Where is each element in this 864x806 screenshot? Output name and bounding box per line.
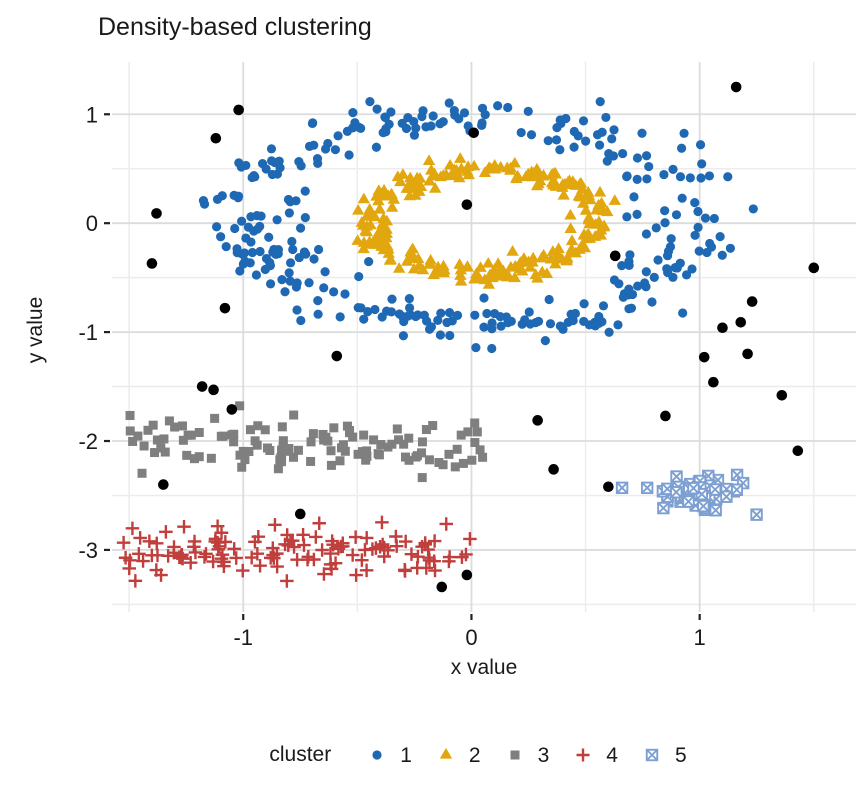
y-tick-label: -2 xyxy=(78,429,98,454)
scatter-plot: -1 0 1 1 0 -1 -2 -3 xyxy=(78,62,856,650)
legend-marker-plus-icon xyxy=(576,748,590,762)
y-tick-label: 1 xyxy=(86,102,98,127)
legend-item-label: 4 xyxy=(606,743,618,767)
legend-item-label: 2 xyxy=(468,743,481,767)
x-tick-label: 1 xyxy=(694,625,706,650)
axis-ticks xyxy=(104,113,701,620)
x-tick-label: -1 xyxy=(233,625,253,650)
legend-title: cluster xyxy=(269,743,332,766)
cluster-4-points xyxy=(116,515,477,588)
x-axis-title: x value xyxy=(450,656,518,679)
legend-item-1: 1 xyxy=(367,745,412,766)
legend-items: 1 2 3 4 5 xyxy=(355,745,698,766)
legend-item-5: 5 xyxy=(642,745,687,766)
legend-item-label: 3 xyxy=(537,743,550,767)
legend-marker-triangle-icon xyxy=(439,747,453,759)
legend-marker-square-icon xyxy=(510,750,520,760)
legend-marker-square-cross-icon xyxy=(645,748,659,762)
y-tick-label: -3 xyxy=(78,538,98,563)
cluster-5-points xyxy=(615,468,763,521)
legend-item-label: 1 xyxy=(400,743,412,767)
noise-points xyxy=(146,81,820,593)
y-tick-label: -1 xyxy=(78,320,98,345)
legend-item-label: 5 xyxy=(674,743,687,767)
legend-item-3: 3 xyxy=(505,743,550,767)
legend-marker-circle-icon xyxy=(372,750,382,760)
legend-item-4: 4 xyxy=(573,745,618,766)
y-axis-labels: 1 0 -1 -2 -3 xyxy=(78,102,98,563)
x-axis-labels: -1 0 1 xyxy=(233,625,705,650)
cluster-1-points xyxy=(198,96,758,354)
legend: cluster 1 2 3 4 5 xyxy=(112,736,856,774)
grid-minor xyxy=(112,62,856,612)
grid-major xyxy=(112,62,856,612)
y-tick-label: 0 xyxy=(86,211,98,236)
x-tick-label: 0 xyxy=(465,625,477,650)
cluster-3-points xyxy=(125,401,488,483)
cluster-2-points xyxy=(351,152,621,289)
chart-title: Density-based clustering xyxy=(98,13,372,41)
legend-item-2: 2 xyxy=(436,745,481,766)
